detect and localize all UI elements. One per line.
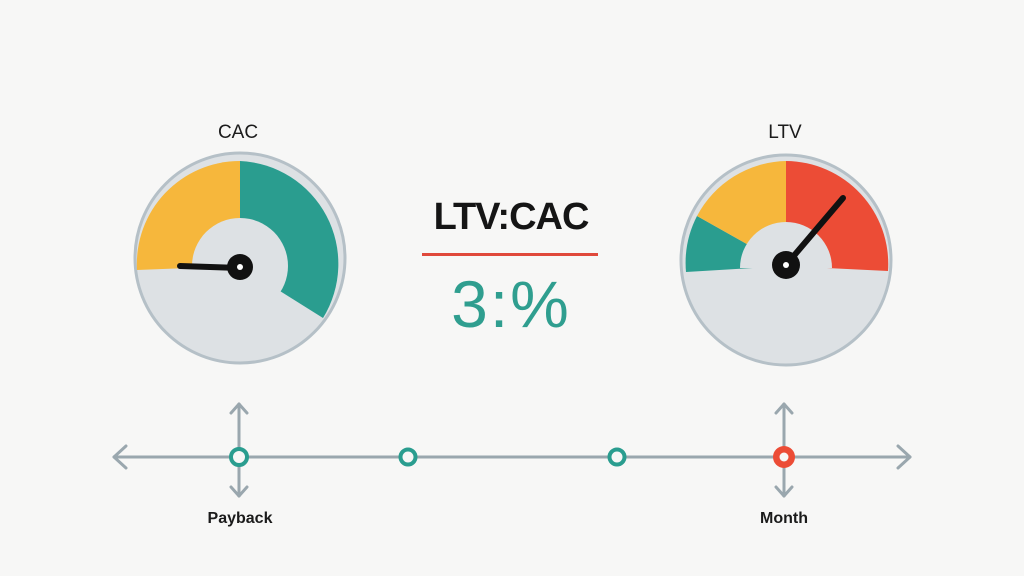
ltv-needle [783,195,846,268]
timeline-markers [229,446,795,468]
cac-gauge-title: CAC [217,122,259,143]
marker-3[interactable] [607,447,627,467]
ltv-gauge-title: LTV [768,122,802,143]
month-label: Month [760,510,808,527]
marker-payback[interactable] [229,447,249,467]
timeline-right-arrow-icon [896,444,912,470]
marker-2[interactable] [398,447,418,467]
ratio-title: LTV:CAC [433,196,590,238]
ratio-value: 3:% [451,267,571,341]
timeline-left-arrow-icon [112,444,128,470]
payback-label: Payback [207,510,273,527]
ltv-gauge [679,153,893,367]
cac-gauge [133,151,347,365]
ratio-divider [422,253,598,256]
